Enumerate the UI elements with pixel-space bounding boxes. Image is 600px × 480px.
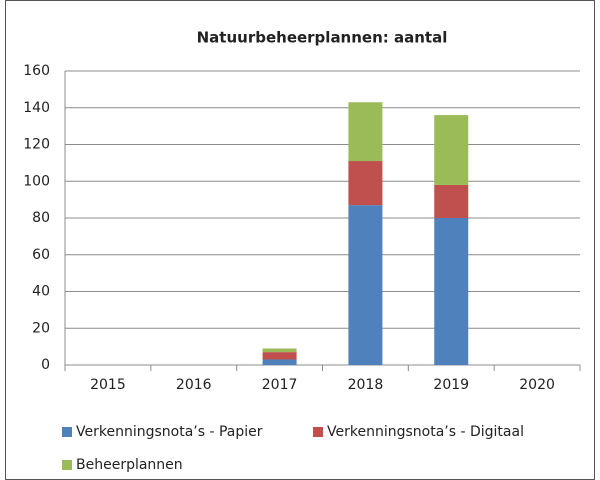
- bar-segment: [348, 161, 383, 206]
- y-tick-label: 60: [32, 247, 50, 263]
- y-tick-label: 100: [23, 173, 50, 189]
- bar-segment: [262, 359, 297, 365]
- y-tick-label: 160: [23, 63, 50, 79]
- bar-segment: [348, 205, 383, 365]
- x-tick-label: 2017: [262, 377, 298, 393]
- y-tick-label: 40: [32, 284, 50, 300]
- legend-label: Beheerplannen: [76, 457, 183, 473]
- chart-title: Natuurbeheerplannen: aantal: [197, 29, 448, 47]
- y-tick-label: 20: [32, 320, 50, 336]
- bar-segment: [434, 184, 469, 218]
- x-tick-label: 2016: [176, 377, 212, 393]
- y-tick-label: 120: [23, 137, 50, 153]
- legend-swatch: [62, 460, 72, 470]
- x-tick-label: 2018: [348, 377, 384, 393]
- legend-swatch: [313, 427, 323, 437]
- bar-segment: [348, 102, 383, 162]
- y-tick-label: 80: [32, 210, 50, 226]
- y-tick-label: 0: [41, 357, 50, 373]
- bar-segment: [434, 115, 469, 185]
- legend-label: Verkenningsnota’s - Papier: [76, 424, 263, 440]
- chart-frame: [5, 0, 595, 480]
- legend-label: Verkenningsnota’s - Digitaal: [327, 424, 524, 440]
- y-tick-label: 140: [23, 100, 50, 116]
- x-tick-label: 2020: [519, 377, 555, 393]
- x-tick-label: 2015: [90, 377, 126, 393]
- bar-segment: [434, 218, 469, 365]
- bar-segment: [262, 348, 297, 353]
- x-tick-label: 2019: [433, 377, 469, 393]
- legend-swatch: [62, 427, 72, 437]
- bar-segment: [262, 352, 297, 360]
